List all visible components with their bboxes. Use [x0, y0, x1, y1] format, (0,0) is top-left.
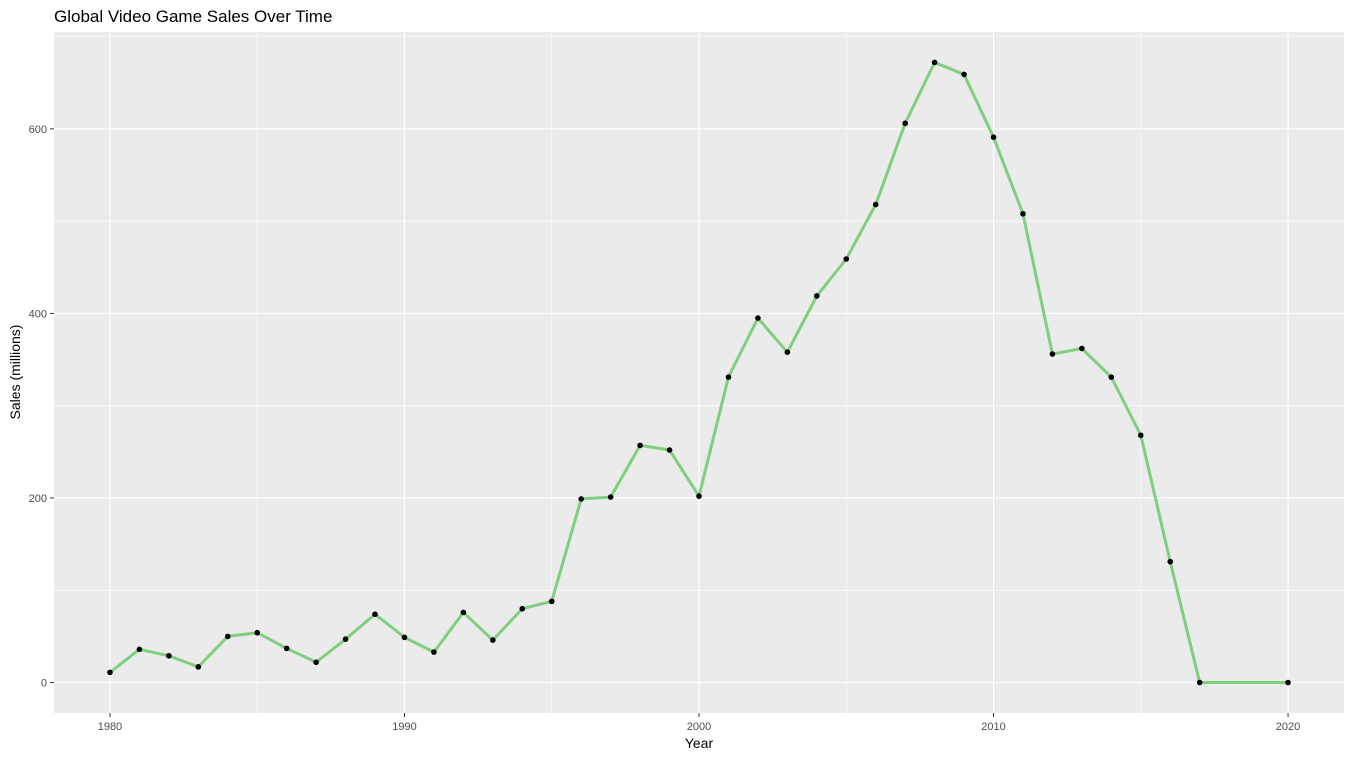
data-point	[666, 447, 673, 453]
data-point	[313, 659, 319, 666]
data-point	[1020, 210, 1026, 217]
points-layer	[107, 59, 1291, 686]
data-point	[725, 374, 732, 380]
data-point	[342, 636, 349, 642]
y-tick-label: 200	[29, 493, 47, 505]
data-point	[902, 120, 908, 127]
x-tick-label: 2020	[1276, 721, 1300, 733]
data-point	[607, 494, 614, 500]
data-point	[283, 645, 290, 652]
data-point	[814, 293, 820, 299]
x-tick-label: 1980	[98, 721, 122, 733]
data-point	[1079, 345, 1085, 352]
minor-x-gridlines	[256, 32, 1142, 713]
y-tick-label: 600	[29, 124, 47, 136]
data-point	[548, 598, 555, 605]
data-point	[195, 664, 202, 670]
x-tick-label: 1990	[392, 721, 416, 733]
data-point	[578, 496, 584, 502]
data-point	[1108, 374, 1115, 380]
data-point	[401, 634, 408, 641]
y-tick-label: 0	[41, 678, 47, 690]
data-point	[107, 669, 113, 676]
data-point	[136, 646, 143, 653]
data-point	[931, 59, 938, 66]
data-point	[1196, 679, 1203, 686]
data-point	[1049, 351, 1056, 357]
x-tick-label: 2010	[981, 721, 1005, 733]
data-point	[519, 605, 526, 612]
data-point	[843, 256, 850, 262]
data-point	[224, 633, 231, 640]
data-point	[1137, 432, 1144, 439]
data-point	[755, 315, 761, 321]
data-point	[372, 611, 378, 618]
x-axis-label: Year	[685, 735, 714, 751]
major-x-gridlines	[109, 32, 1289, 713]
x-axis: 1980 1990 2000 2010 2020	[98, 713, 1300, 733]
data-point	[166, 652, 172, 659]
data-point	[784, 349, 791, 355]
x-tick-label: 2000	[687, 721, 711, 733]
data-point	[431, 649, 437, 655]
data-point	[696, 493, 702, 499]
data-point	[961, 71, 967, 78]
data-point	[990, 134, 997, 140]
data-point	[872, 201, 879, 208]
data-point	[1285, 679, 1291, 686]
data-point	[490, 637, 496, 643]
data-point	[637, 442, 643, 449]
data-point	[460, 609, 467, 616]
y-axis-label: Sales (millions)	[7, 325, 23, 420]
chart-title: Global Video Game Sales Over Time	[54, 7, 332, 26]
y-tick-label: 400	[29, 308, 47, 320]
data-point	[254, 629, 261, 636]
y-axis: 0 200 400 600	[29, 124, 54, 690]
data-point	[1167, 558, 1174, 565]
